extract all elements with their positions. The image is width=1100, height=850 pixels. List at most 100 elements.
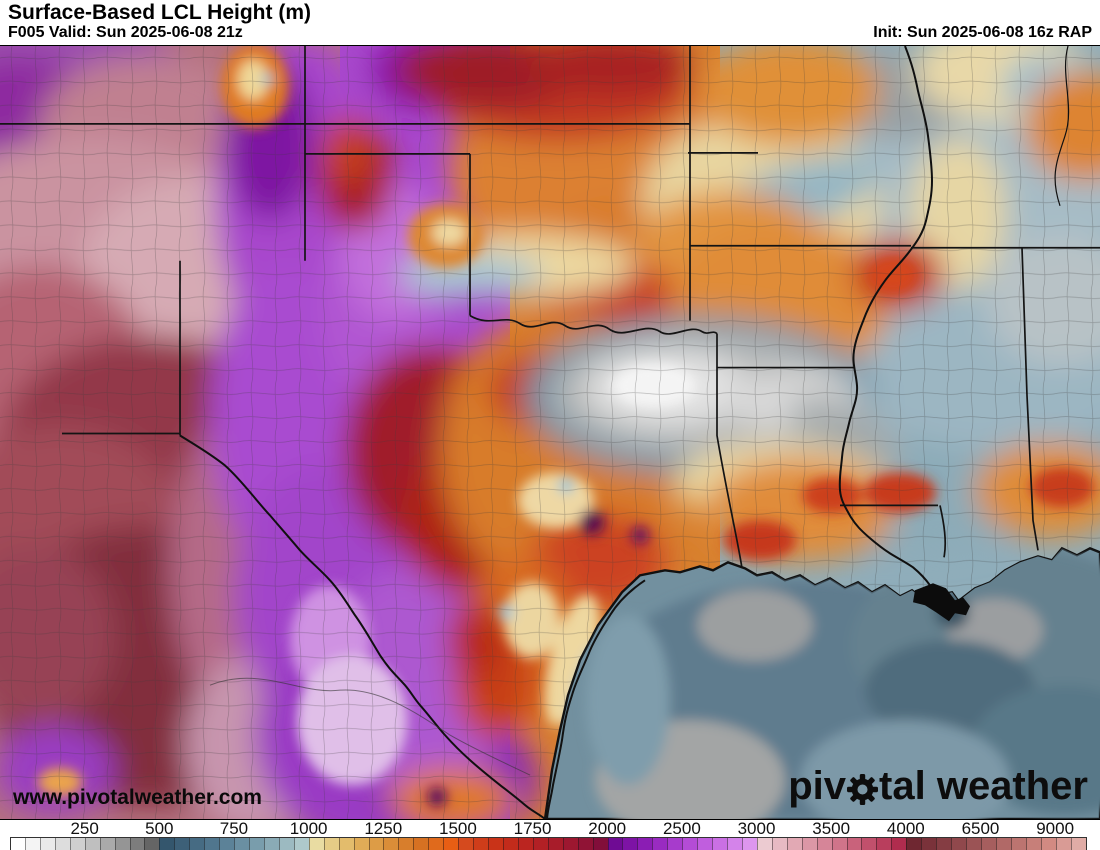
colorbar-cell (11, 838, 25, 850)
colorbar-cell (129, 838, 145, 850)
colorbar-tick-label: 1750 (513, 819, 552, 838)
colorbar-cell (995, 838, 1011, 850)
colorbar-tick-label: 9000 (1036, 819, 1075, 838)
colorbar-tick-label: 6500 (961, 819, 1000, 838)
colorbar-cell (891, 838, 907, 850)
colorbar-cell (428, 838, 444, 850)
colorbar-cell (906, 838, 922, 850)
colorbar-strip: 250 500 750 1000 1250 1500 1750 2000 2500 3000 350… (0, 819, 1100, 850)
colorbar-tick-label: 2500 (662, 819, 701, 838)
weather-map (0, 46, 1100, 819)
colorbar-cell (1025, 838, 1041, 850)
colorbar-cell (921, 838, 937, 850)
colorbar-tick-label: 4000 (886, 819, 925, 838)
colorbar-cell (532, 838, 548, 850)
colorbar-cell (637, 838, 653, 850)
colorbar-cell (458, 838, 474, 850)
colorbar-cell (69, 838, 85, 850)
colorbar-cell (323, 838, 339, 850)
colorbar-cell (234, 838, 249, 850)
colorbar-cell (682, 838, 698, 850)
colorbar-cell (398, 838, 414, 850)
colorbar-cell (607, 838, 623, 850)
colorbar-tick-label: 2000 (588, 819, 627, 838)
colorbar-cell (697, 838, 713, 850)
valid-time-label: F005 Valid: Sun 2025-06-08 21z (8, 24, 243, 41)
logo-text-before: piv (788, 764, 847, 808)
colorbar-cell (99, 838, 115, 850)
colorbar-cell (159, 838, 175, 850)
colorbar-cell (54, 838, 70, 850)
colorbar-cell (1010, 838, 1026, 850)
colorbar-cell (443, 838, 459, 850)
colorbar-cell (786, 838, 802, 850)
state-borders (0, 46, 1100, 569)
colorbar (10, 837, 1087, 850)
colorbar-cell (1055, 838, 1071, 850)
colorbar-cell (980, 838, 996, 850)
colorbar-tick-label: 500 (145, 819, 174, 838)
colorbar-cell (741, 838, 757, 850)
colorbar-cell (114, 838, 130, 850)
colorbar-cell (1040, 838, 1056, 850)
colorbar-cell (189, 838, 205, 850)
colorbar-tick-label: 250 (70, 819, 99, 838)
colorbar-tick-label: 3000 (737, 819, 776, 838)
colorbar-cell (771, 838, 787, 850)
watermark: www.pivotalweather.com (13, 786, 262, 809)
tennessee-river (1054, 46, 1070, 206)
colorbar-cell (831, 838, 847, 850)
colorbar-tick-label: 1500 (438, 819, 477, 838)
page-title: Surface-Based LCL Height (m) (8, 1, 311, 24)
mexico-state-line (209, 677, 531, 776)
colorbar-cell (308, 838, 324, 850)
mississippi-delta (913, 583, 970, 622)
colorbar-cell (517, 838, 533, 850)
colorbar-cell (338, 838, 354, 850)
colorbar-tick-label: 750 (219, 819, 249, 838)
colorbar-cell (951, 838, 966, 850)
colorbar-cell (966, 838, 981, 850)
colorbar-cell (488, 838, 503, 850)
colorbar-cell (622, 838, 638, 850)
colorbar-cell (353, 838, 369, 850)
colorbar-cell (84, 838, 100, 850)
colorbar-cell (1070, 838, 1086, 850)
colorbar-cell (712, 838, 727, 850)
colorbar-cell (727, 838, 742, 850)
colorbar-cell (383, 838, 399, 850)
colorbar-cell (24, 838, 40, 850)
colorbar-cell (652, 838, 668, 850)
rio-grande (179, 434, 546, 819)
colorbar-cell (936, 838, 952, 850)
brand-logo: piv tal weather (788, 764, 1088, 809)
map-header: Surface-Based LCL Height (m) F005 Valid:… (0, 0, 1100, 46)
colorbar-cell (816, 838, 832, 850)
colorbar-tick-label: 3500 (812, 819, 851, 838)
colorbar-cell (502, 838, 518, 850)
colorbar-tick-label: 1250 (364, 819, 403, 838)
gear-icon (847, 774, 879, 805)
colorbar-cell (293, 838, 309, 850)
init-time-label: Init: Sun 2025-06-08 16z RAP (873, 24, 1092, 41)
colorbar-cell (278, 838, 294, 850)
colorbar-cell (801, 838, 817, 850)
map-area: www.pivotalweather.com piv (0, 46, 1100, 819)
colorbar-cell (204, 838, 220, 850)
colorbar-cell (174, 838, 190, 850)
colorbar-cell (219, 838, 235, 850)
colorbar-cell (562, 838, 578, 850)
colorbar-cell (577, 838, 593, 850)
barrier-islands (546, 579, 646, 819)
colorbar-cell (547, 838, 563, 850)
colorbar-cell (592, 838, 608, 850)
colorbar-cell (473, 838, 488, 850)
logo-text-after: tal weather (879, 764, 1088, 808)
colorbar-cell (413, 838, 429, 850)
colorbar-cell (249, 838, 264, 850)
colorbar-cell (39, 838, 55, 850)
mississippi-river (838, 46, 934, 586)
colorbar-cell (861, 838, 877, 850)
rivers (179, 46, 1070, 819)
